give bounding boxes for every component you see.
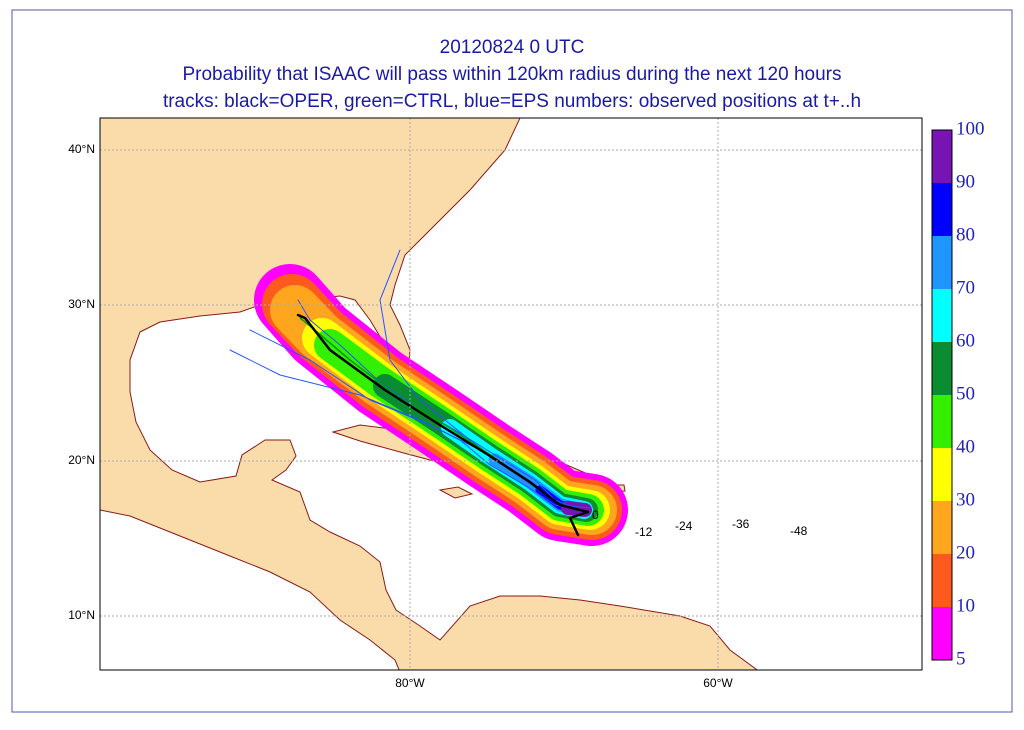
probability-swath	[229, 249, 628, 546]
colorbar-segment	[932, 183, 952, 236]
colorbar-label: 70	[956, 277, 975, 298]
colorbar-label: 40	[956, 436, 975, 457]
colorbar-segment	[932, 395, 952, 448]
position-label: -12	[635, 525, 653, 539]
title-line: Probability that ISAAC will pass within …	[182, 64, 841, 85]
lat-label: 40°N	[68, 142, 95, 156]
colorbar-label: 100	[956, 118, 985, 139]
colorbar-label: 80	[956, 224, 975, 245]
colorbar-segment	[932, 236, 952, 289]
colorbar-label: 60	[956, 330, 975, 351]
oper-track	[296, 313, 590, 537]
eps-track	[229, 349, 586, 513]
colorbar-label: 20	[956, 542, 975, 563]
lon-label: 60°W	[703, 676, 733, 690]
colorbar-segment	[932, 289, 952, 342]
colorbar-label: 90	[956, 171, 975, 192]
map-frame	[99, 117, 923, 671]
colorbar-label: 10	[956, 595, 975, 616]
colorbar-segment	[932, 130, 952, 183]
colorbar-frame	[931, 129, 953, 661]
colorbar-segment	[932, 448, 952, 501]
position-label: -48	[790, 524, 808, 538]
position-label: 0	[592, 508, 599, 522]
map: 0 -12 -24 -36 -48	[100, 118, 922, 670]
position-label: -36	[732, 517, 750, 531]
lat-label: 20°N	[68, 453, 95, 467]
position-label: -24	[675, 519, 693, 533]
lat-label: 10°N	[68, 608, 95, 622]
colorbar-label: 50	[956, 383, 975, 404]
colorbar-segment	[932, 501, 952, 554]
colorbar-label: 30	[956, 489, 975, 510]
colorbar-segment	[932, 607, 952, 660]
outer-frame	[11, 9, 1013, 713]
title-line: 20120824 0 UTC	[440, 37, 585, 58]
graticule	[100, 118, 922, 670]
title-line: tracks: black=OPER, green=CTRL, blue=EPS…	[163, 91, 861, 112]
colorbar-label: 5	[956, 648, 966, 669]
colorbar-segment	[932, 554, 952, 607]
colorbar-segment	[932, 342, 952, 395]
lon-label: 80°W	[395, 676, 425, 690]
lat-label: 30°N	[68, 297, 95, 311]
colorbar: 5 10 20 30 40 50 60 70 80 90 100	[931, 118, 985, 669]
jamaica	[438, 486, 474, 499]
